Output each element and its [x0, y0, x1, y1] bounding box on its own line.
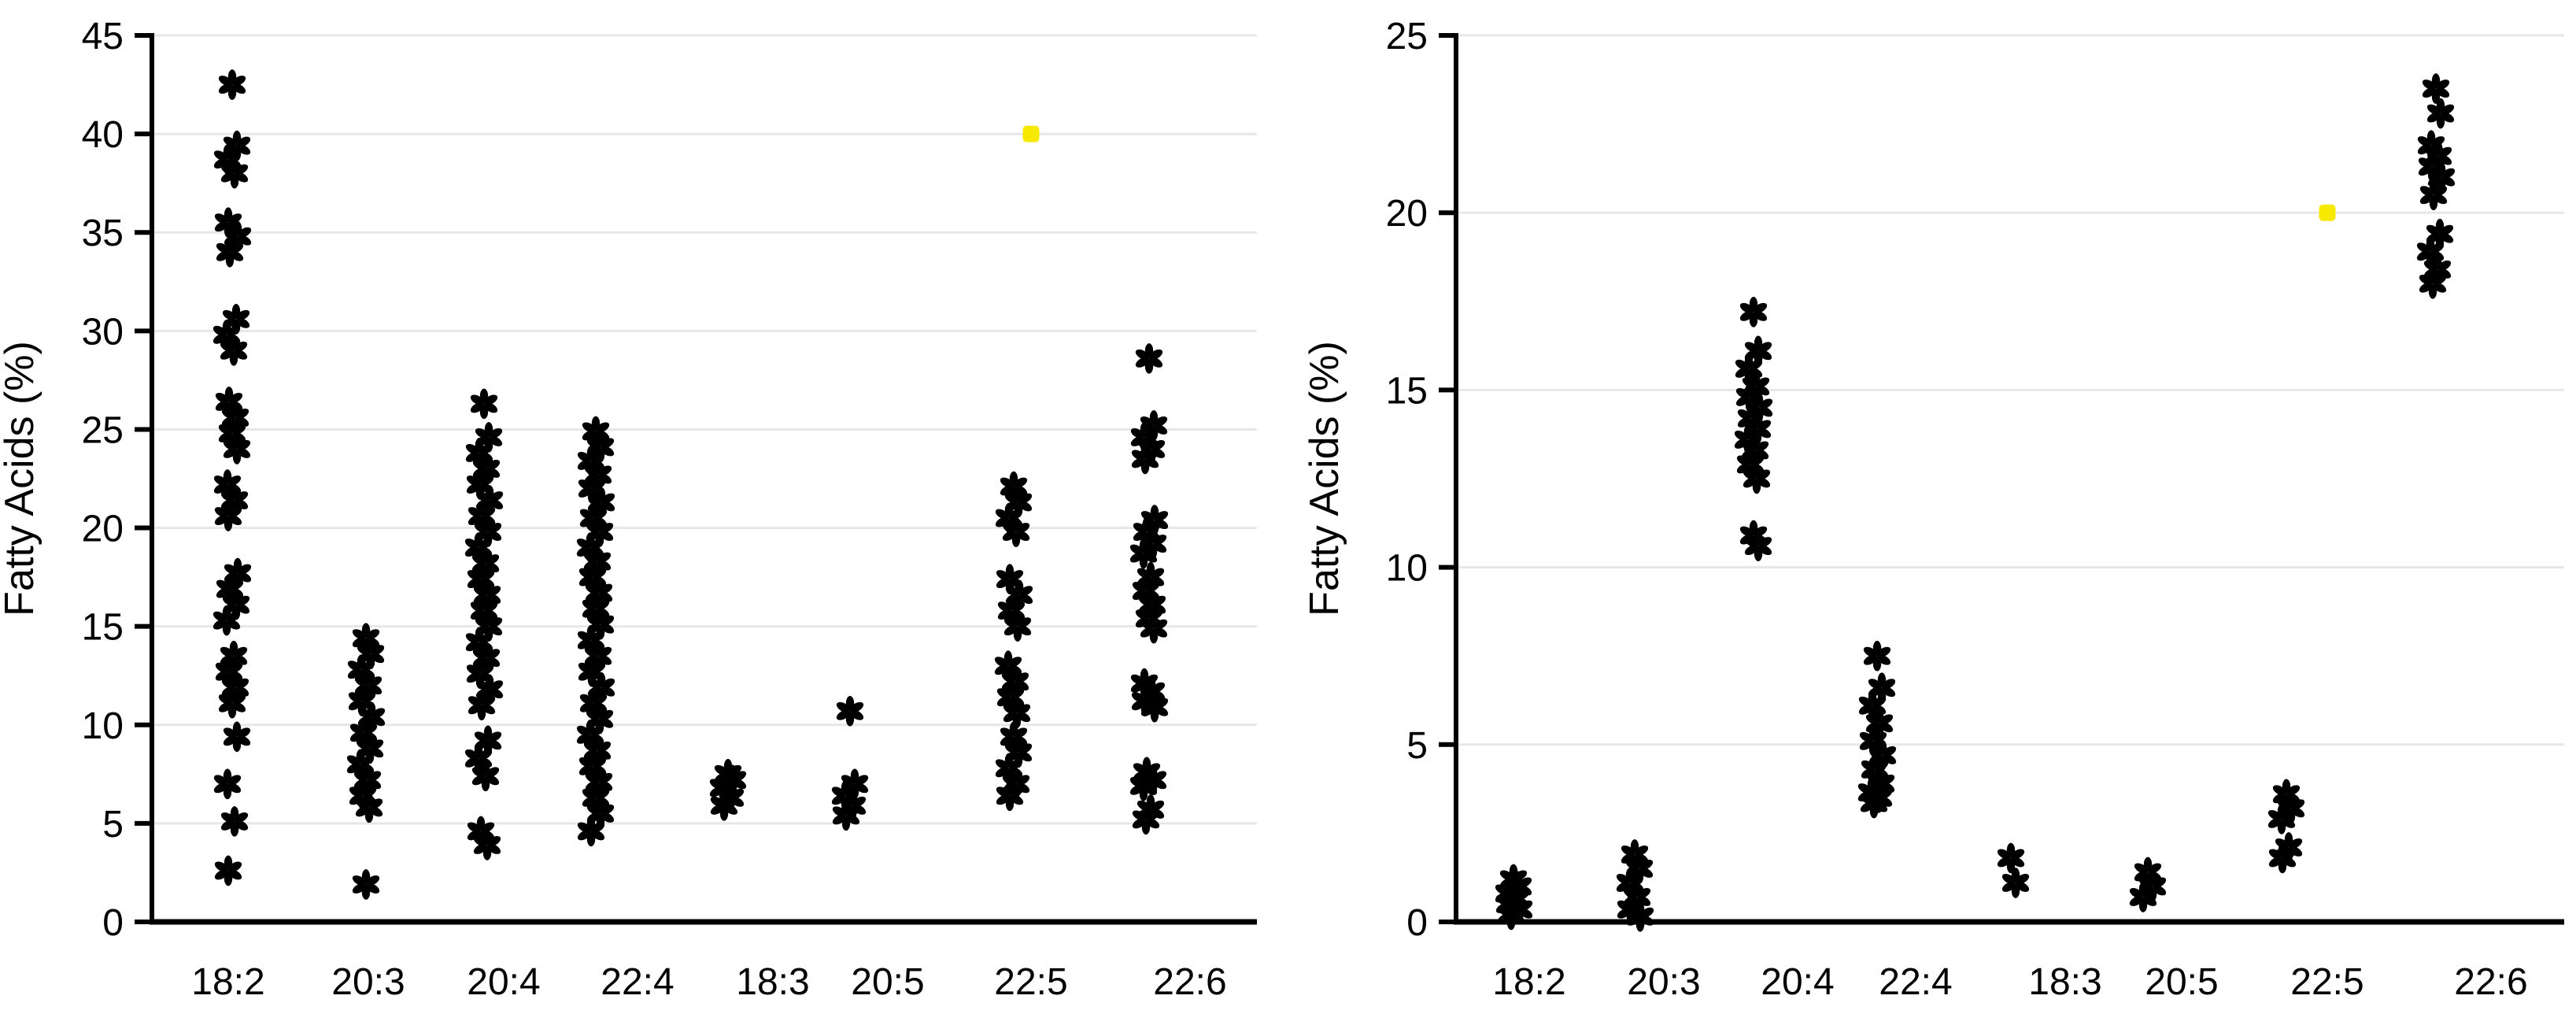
data-point-marker — [213, 855, 244, 886]
x-category-label: 20:4 — [1761, 961, 1834, 1003]
data-point-marker — [2000, 868, 2031, 898]
x-category-label: 22:5 — [994, 961, 1067, 1003]
y-tick-label: 40 — [82, 114, 124, 156]
y-tick-label: 15 — [1386, 370, 1428, 412]
y-axis-title: Fatty Acids (%) — [1302, 341, 1347, 616]
x-category-label: 22:4 — [601, 961, 674, 1003]
y-tick-label: 35 — [82, 213, 124, 254]
x-category-label: 20:5 — [851, 961, 924, 1003]
data-point-marker — [2420, 73, 2452, 104]
highlight-point — [2319, 204, 2336, 221]
y-tick-label: 20 — [82, 509, 124, 550]
x-category-label: 20:4 — [467, 961, 540, 1003]
data-point-marker — [216, 69, 248, 100]
data-point-marker — [221, 721, 253, 753]
x-category-label: 22:4 — [1879, 961, 1952, 1003]
y-tick-label: 20 — [1386, 193, 1428, 235]
data-point-marker — [1738, 297, 1769, 328]
x-category-label: 18:2 — [1492, 961, 1565, 1003]
x-category-label: 20:3 — [1627, 961, 1700, 1003]
y-tick-label: 10 — [82, 705, 124, 747]
y-tick-label: 45 — [82, 16, 124, 57]
data-point-marker — [1861, 640, 1893, 672]
y-tick-label: 30 — [82, 311, 124, 353]
data-point-marker — [212, 768, 243, 800]
x-category-label: 20:5 — [2145, 961, 2218, 1003]
y-tick-label: 5 — [1406, 725, 1428, 767]
y-tick-label: 5 — [102, 804, 124, 846]
data-point-marker — [219, 806, 250, 837]
y-tick-label: 10 — [1386, 548, 1428, 590]
data-point-marker — [834, 695, 866, 727]
x-category-label: 18:3 — [2028, 961, 2101, 1003]
data-point-marker — [1133, 343, 1165, 374]
data-point-marker — [2425, 98, 2456, 129]
data-point-marker — [468, 388, 500, 420]
x-category-label: 18:3 — [736, 961, 809, 1003]
y-axis-title: Fatty Acids (%) — [0, 341, 43, 616]
right-chart-panel: 0 5 10 15 20 25 Fatty Acids (%) 18:2 20:3 20:4 22:… — [1302, 16, 2564, 1003]
y-tick-label: 0 — [1406, 902, 1428, 944]
left-chart-panel: 0 5 10 15 20 25 30 35 40 45 Fatty Acids (%) 18:2 20:… — [0, 16, 1257, 1003]
x-category-label: 22:5 — [2290, 961, 2363, 1003]
y-tick-label: 15 — [82, 607, 124, 649]
y-tick-label: 25 — [82, 409, 124, 451]
highlight-point — [1022, 125, 1040, 142]
y-tick-label: 0 — [102, 902, 124, 944]
data-point-marker — [350, 869, 382, 900]
data-point-marker — [1995, 842, 2027, 874]
x-category-label: 22:6 — [1153, 961, 1226, 1003]
y-tick-label: 25 — [1386, 16, 1428, 57]
x-category-label: 18:2 — [191, 961, 264, 1003]
x-category-label: 20:3 — [331, 961, 405, 1003]
x-category-label: 22:6 — [2454, 961, 2527, 1003]
